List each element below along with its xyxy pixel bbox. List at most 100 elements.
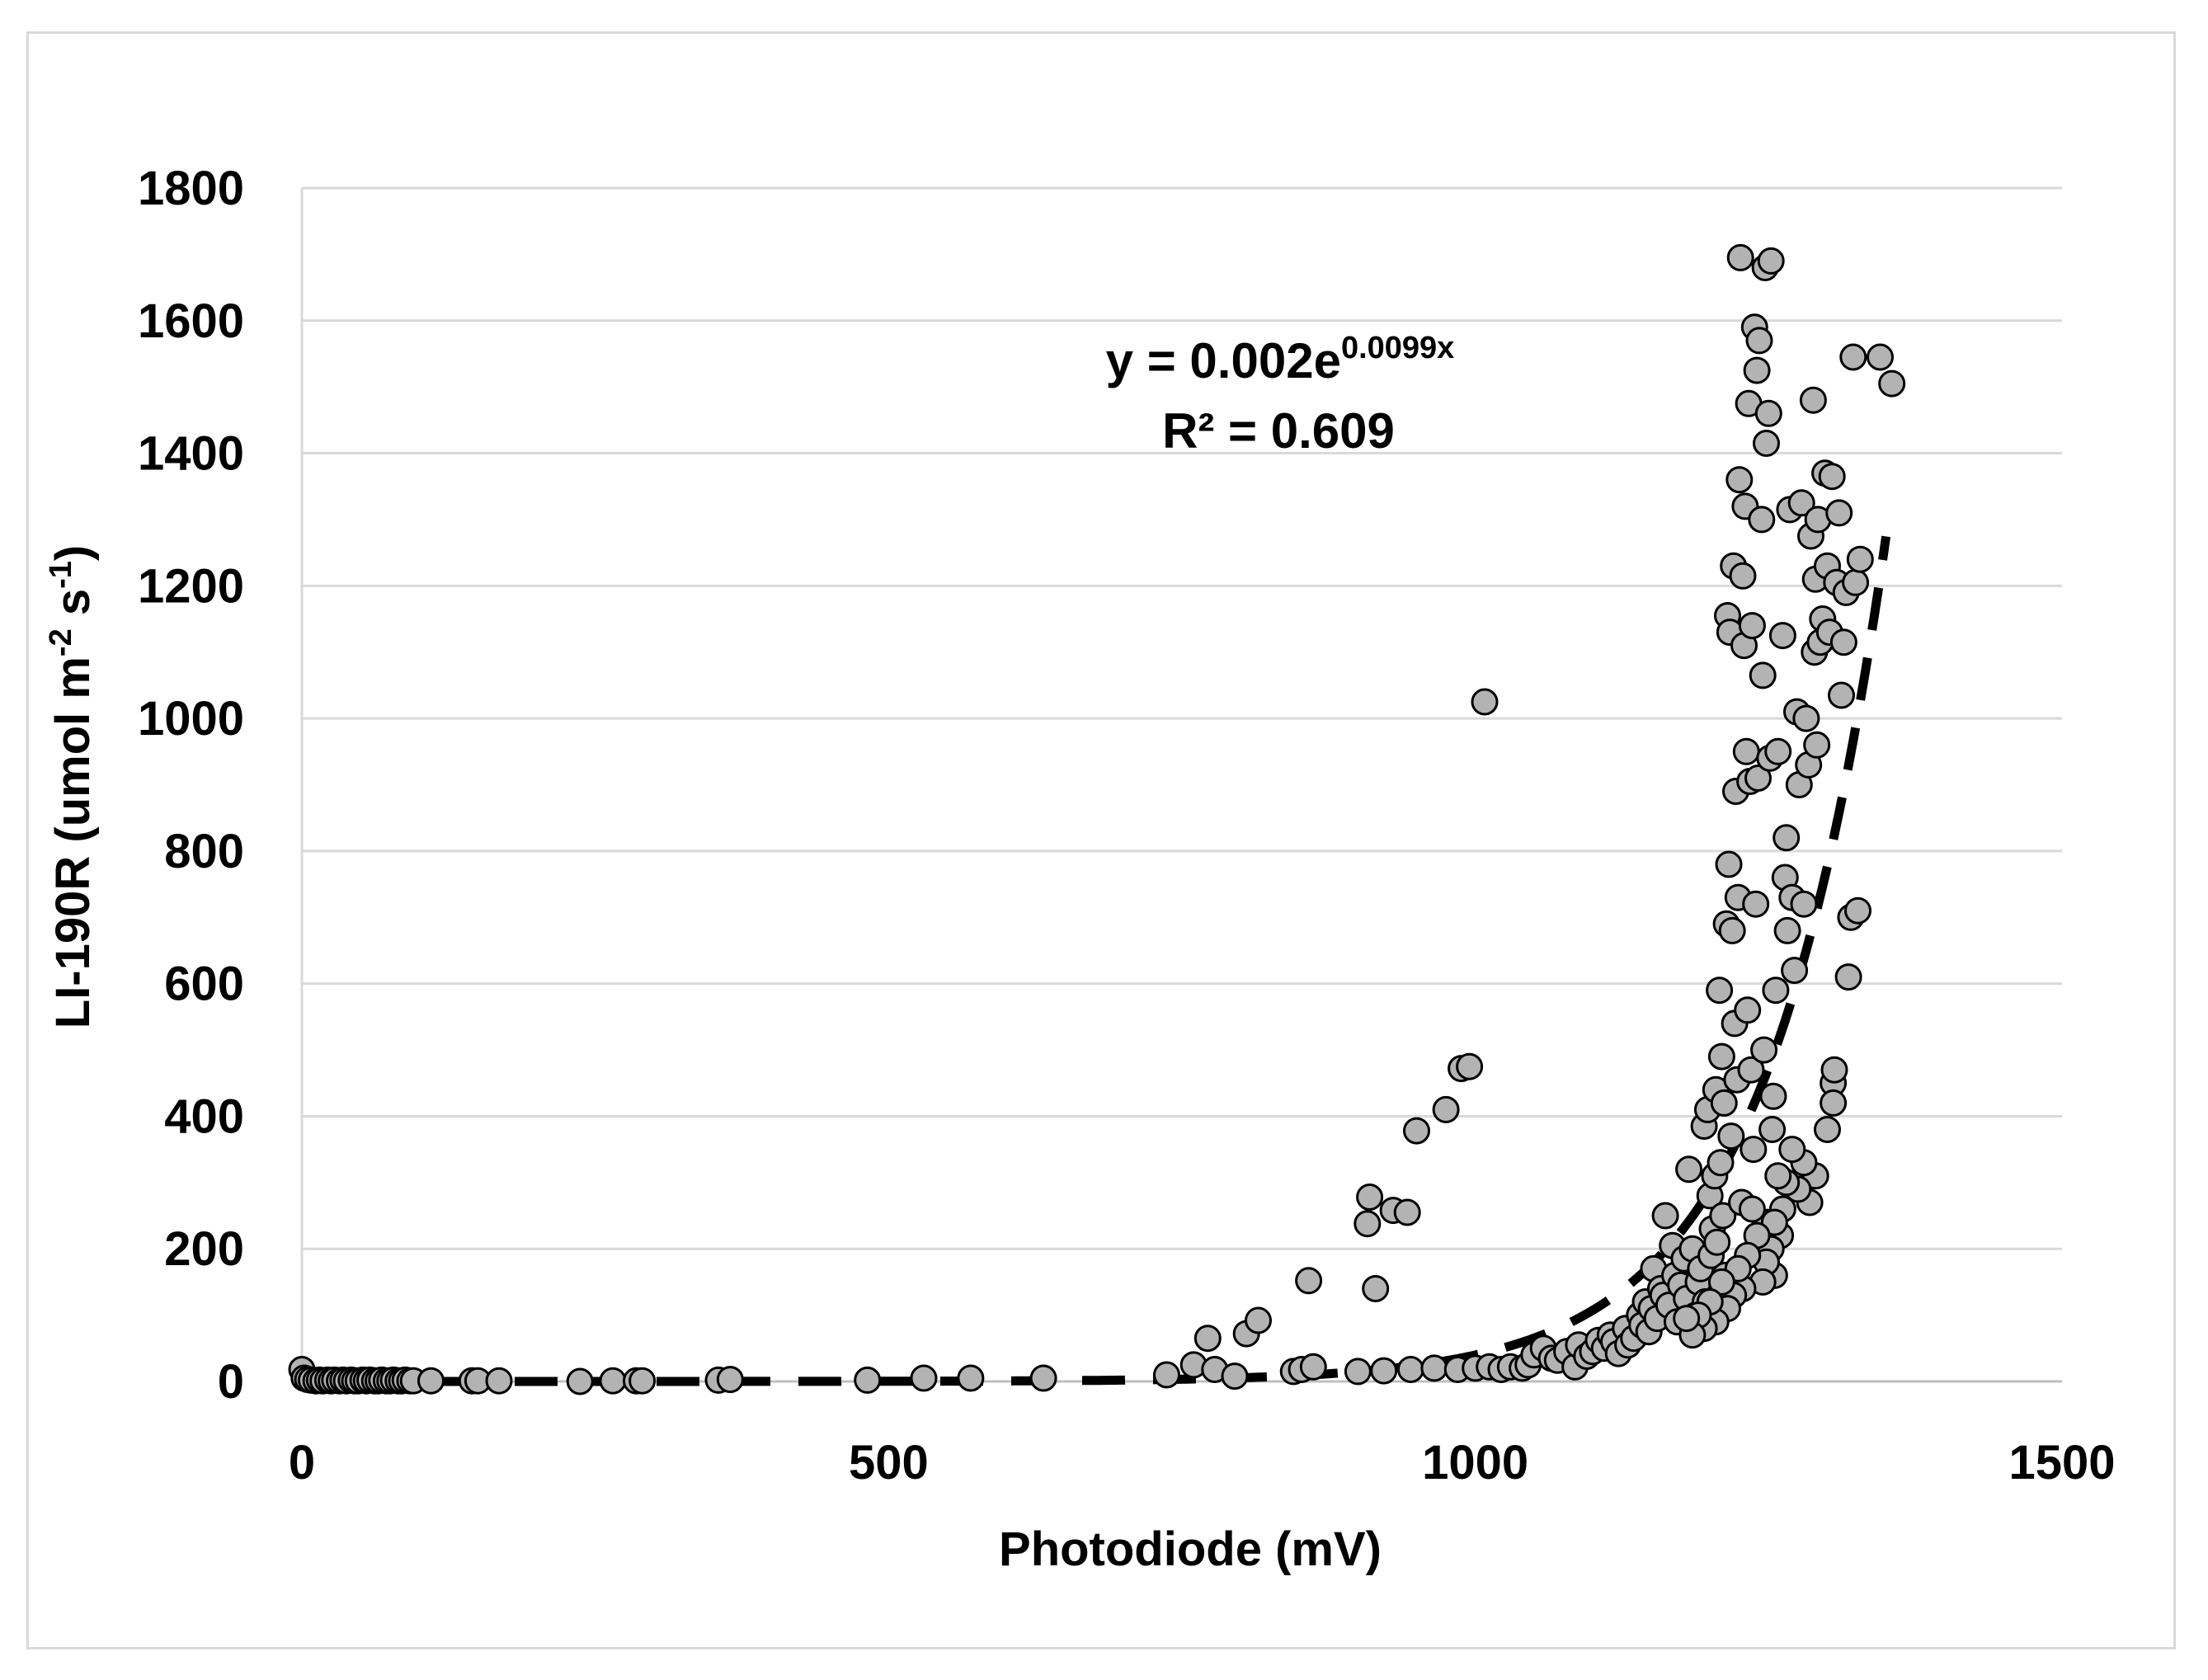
data-point bbox=[1758, 1116, 1787, 1143]
data-point bbox=[1753, 430, 1780, 457]
y-tick-label-1800: 1800 bbox=[138, 162, 244, 215]
data-point bbox=[1750, 1036, 1778, 1064]
data-point bbox=[957, 1364, 985, 1392]
data-point bbox=[1295, 1267, 1323, 1295]
data-point bbox=[1799, 386, 1827, 414]
data-point bbox=[1732, 737, 1760, 765]
data-point bbox=[566, 1367, 594, 1395]
data-point bbox=[1757, 247, 1785, 275]
data-point bbox=[1707, 1268, 1735, 1296]
data-point bbox=[1754, 399, 1782, 427]
data-point bbox=[910, 1364, 938, 1392]
data-point bbox=[1792, 704, 1820, 732]
data-point bbox=[1762, 976, 1790, 1005]
data-point bbox=[1745, 327, 1773, 355]
data-point bbox=[1814, 1116, 1841, 1143]
data-point bbox=[1420, 1354, 1448, 1382]
data-point bbox=[1403, 1117, 1430, 1145]
data-point bbox=[1825, 499, 1853, 527]
data-point bbox=[1344, 1358, 1372, 1386]
data-point bbox=[1703, 1228, 1731, 1256]
x-tick-label-500: 500 bbox=[849, 1436, 929, 1489]
data-point bbox=[1742, 890, 1770, 918]
data-point bbox=[1818, 463, 1846, 491]
data-point bbox=[1734, 996, 1762, 1024]
data-point bbox=[1737, 1056, 1765, 1084]
data-point bbox=[1781, 957, 1809, 985]
r-squared-label: R² = 0.609 bbox=[1162, 403, 1395, 459]
data-point bbox=[1738, 1195, 1766, 1223]
data-point bbox=[1738, 612, 1766, 640]
y-tick-label-400: 400 bbox=[164, 1089, 244, 1143]
data-point bbox=[1773, 824, 1801, 852]
data-point bbox=[1245, 1306, 1272, 1334]
data-point bbox=[1362, 1275, 1390, 1302]
y-axis-ticks: 0 200 400 600 800 1000 1200 1400 1600 1800 bbox=[138, 162, 244, 1409]
data-point bbox=[1675, 1155, 1703, 1184]
data-point bbox=[1153, 1361, 1180, 1389]
data-point bbox=[1299, 1353, 1327, 1381]
data-point bbox=[1787, 489, 1815, 517]
data-point bbox=[1878, 369, 1906, 398]
y-tick-label-600: 600 bbox=[164, 958, 244, 1011]
data-point bbox=[1356, 1184, 1384, 1211]
data-point bbox=[629, 1367, 657, 1395]
data-point bbox=[1743, 356, 1771, 384]
data-point bbox=[1759, 1082, 1787, 1110]
y-tick-label-200: 200 bbox=[164, 1222, 244, 1276]
data-point bbox=[599, 1367, 627, 1395]
trendline bbox=[302, 535, 1891, 1386]
data-point bbox=[1803, 731, 1831, 759]
y-tick-label-1600: 1600 bbox=[138, 294, 244, 348]
data-point bbox=[1773, 916, 1801, 944]
data-point bbox=[1729, 562, 1757, 590]
data-point bbox=[1744, 765, 1772, 792]
data-point bbox=[1839, 343, 1867, 371]
x-tick-label-1500: 1500 bbox=[2008, 1436, 2115, 1489]
data-point bbox=[1715, 850, 1743, 878]
data-point bbox=[1725, 466, 1754, 494]
x-tick-label-0: 0 bbox=[289, 1436, 315, 1489]
data-point bbox=[1764, 737, 1792, 765]
y-tick-label-1400: 1400 bbox=[138, 427, 244, 481]
data-point bbox=[1749, 661, 1777, 689]
data-point bbox=[1456, 1052, 1484, 1080]
data-point bbox=[854, 1366, 882, 1394]
data-point bbox=[1221, 1362, 1249, 1391]
data-point bbox=[1706, 976, 1734, 1005]
data-point bbox=[1717, 1122, 1745, 1151]
data-point bbox=[1844, 896, 1871, 925]
data-point bbox=[1820, 1089, 1848, 1117]
trend-equation: y = 0.002e0.0099x bbox=[1106, 331, 1455, 388]
data-point bbox=[1354, 1210, 1382, 1238]
trendline-layer bbox=[302, 535, 1891, 1386]
data-point bbox=[1834, 963, 1862, 991]
data-points bbox=[288, 243, 1906, 1395]
x-tick-label-1000: 1000 bbox=[1422, 1436, 1528, 1489]
data-point bbox=[1829, 628, 1857, 656]
data-point bbox=[1396, 1356, 1424, 1383]
y-tick-label-800: 800 bbox=[164, 825, 244, 878]
data-point bbox=[1393, 1198, 1421, 1226]
data-point bbox=[1673, 1305, 1701, 1333]
data-point bbox=[1651, 1202, 1679, 1230]
data-point bbox=[716, 1366, 744, 1394]
data-point bbox=[1718, 916, 1746, 944]
data-point bbox=[1828, 681, 1855, 709]
data-point bbox=[1193, 1325, 1222, 1353]
data-point bbox=[1432, 1095, 1460, 1123]
data-point bbox=[1370, 1357, 1398, 1385]
data-point bbox=[1748, 506, 1776, 534]
data-point bbox=[1707, 1149, 1735, 1177]
data-point bbox=[1867, 343, 1894, 371]
data-point bbox=[1820, 1056, 1848, 1084]
data-point bbox=[1710, 1089, 1738, 1117]
data-point bbox=[1726, 243, 1754, 271]
y-tick-label-1200: 1200 bbox=[138, 559, 244, 613]
data-point bbox=[1790, 890, 1818, 918]
x-axis-ticks: 0 500 1000 1500 bbox=[289, 1436, 2116, 1489]
data-point bbox=[1768, 622, 1796, 650]
data-point bbox=[417, 1367, 445, 1395]
data-point bbox=[1471, 688, 1499, 716]
